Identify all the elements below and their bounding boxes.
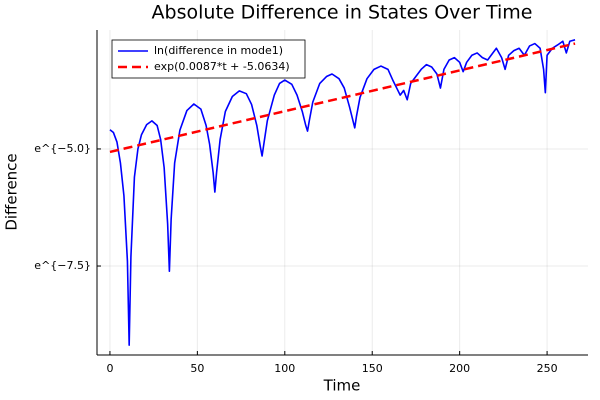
x-tick-label: 0 xyxy=(106,362,113,375)
chart-title: Absolute Difference in States Over Time xyxy=(152,2,533,24)
legend: ln(difference in mode1) exp(0.0087*t + -5… xyxy=(111,39,306,79)
x-tick-label: 100 xyxy=(274,362,295,375)
x-tick-label: 200 xyxy=(449,362,470,375)
y-tick-label: e^{−7.5} xyxy=(34,259,91,272)
legend-label: ln(difference in mode1) xyxy=(154,44,283,57)
x-tick-label: 50 xyxy=(190,362,204,375)
x-tick-label: 150 xyxy=(362,362,383,375)
legend-box xyxy=(111,39,306,79)
data-line xyxy=(109,39,576,346)
legend-label: exp(0.0087*t + -5.0634) xyxy=(154,60,290,73)
data-line xyxy=(109,42,576,154)
x-axis-label: Time xyxy=(323,377,361,395)
y-axis-label: Difference xyxy=(3,153,21,230)
y-tick-label: e^{−5.0} xyxy=(34,142,91,155)
x-tick-label: 250 xyxy=(537,362,558,375)
